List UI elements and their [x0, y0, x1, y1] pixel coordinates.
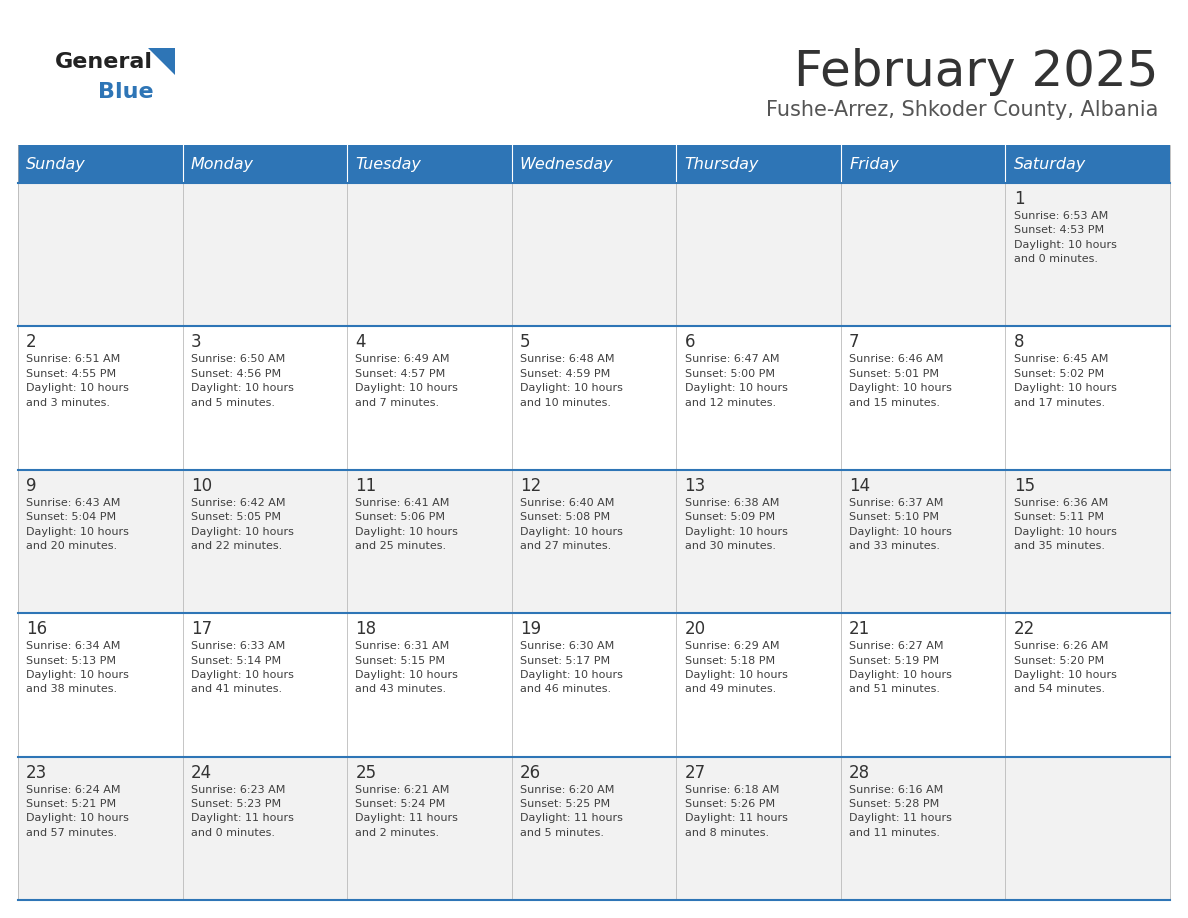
- Text: 6: 6: [684, 333, 695, 352]
- Text: Thursday: Thursday: [684, 156, 759, 172]
- Text: 4: 4: [355, 333, 366, 352]
- Text: Sunrise: 6:43 AM
Sunset: 5:04 PM
Daylight: 10 hours
and 20 minutes.: Sunrise: 6:43 AM Sunset: 5:04 PM Dayligh…: [26, 498, 129, 551]
- Text: 25: 25: [355, 764, 377, 781]
- Text: Sunrise: 6:29 AM
Sunset: 5:18 PM
Daylight: 10 hours
and 49 minutes.: Sunrise: 6:29 AM Sunset: 5:18 PM Dayligh…: [684, 641, 788, 694]
- Text: 8: 8: [1013, 333, 1024, 352]
- Text: 16: 16: [26, 621, 48, 638]
- Text: 20: 20: [684, 621, 706, 638]
- Text: Sunrise: 6:53 AM
Sunset: 4:53 PM
Daylight: 10 hours
and 0 minutes.: Sunrise: 6:53 AM Sunset: 4:53 PM Dayligh…: [1013, 211, 1117, 264]
- Text: 9: 9: [26, 476, 37, 495]
- Bar: [18, 613, 1170, 756]
- Text: Sunrise: 6:48 AM
Sunset: 4:59 PM
Daylight: 10 hours
and 10 minutes.: Sunrise: 6:48 AM Sunset: 4:59 PM Dayligh…: [520, 354, 623, 408]
- Text: Sunrise: 6:38 AM
Sunset: 5:09 PM
Daylight: 10 hours
and 30 minutes.: Sunrise: 6:38 AM Sunset: 5:09 PM Dayligh…: [684, 498, 788, 551]
- Text: Wednesday: Wednesday: [520, 156, 613, 172]
- Bar: [347, 145, 512, 183]
- Bar: [18, 756, 1170, 900]
- Bar: [18, 183, 1170, 327]
- Text: 7: 7: [849, 333, 860, 352]
- Text: 13: 13: [684, 476, 706, 495]
- Text: 17: 17: [191, 621, 211, 638]
- Text: Sunrise: 6:37 AM
Sunset: 5:10 PM
Daylight: 10 hours
and 33 minutes.: Sunrise: 6:37 AM Sunset: 5:10 PM Dayligh…: [849, 498, 952, 551]
- Text: Sunday: Sunday: [26, 156, 86, 172]
- Text: 18: 18: [355, 621, 377, 638]
- Text: Fushe-Arrez, Shkoder County, Albania: Fushe-Arrez, Shkoder County, Albania: [765, 100, 1158, 120]
- Text: General: General: [55, 52, 153, 72]
- Bar: [512, 145, 676, 183]
- Text: 26: 26: [520, 764, 541, 781]
- Bar: [18, 145, 183, 183]
- Bar: [183, 145, 347, 183]
- Text: Sunrise: 6:26 AM
Sunset: 5:20 PM
Daylight: 10 hours
and 54 minutes.: Sunrise: 6:26 AM Sunset: 5:20 PM Dayligh…: [1013, 641, 1117, 694]
- Text: Sunrise: 6:49 AM
Sunset: 4:57 PM
Daylight: 10 hours
and 7 minutes.: Sunrise: 6:49 AM Sunset: 4:57 PM Dayligh…: [355, 354, 459, 408]
- Text: Monday: Monday: [191, 156, 254, 172]
- Text: 5: 5: [520, 333, 531, 352]
- Text: 11: 11: [355, 476, 377, 495]
- Text: 23: 23: [26, 764, 48, 781]
- Text: Sunrise: 6:45 AM
Sunset: 5:02 PM
Daylight: 10 hours
and 17 minutes.: Sunrise: 6:45 AM Sunset: 5:02 PM Dayligh…: [1013, 354, 1117, 408]
- Text: Sunrise: 6:36 AM
Sunset: 5:11 PM
Daylight: 10 hours
and 35 minutes.: Sunrise: 6:36 AM Sunset: 5:11 PM Dayligh…: [1013, 498, 1117, 551]
- Bar: [676, 145, 841, 183]
- Text: Sunrise: 6:18 AM
Sunset: 5:26 PM
Daylight: 11 hours
and 8 minutes.: Sunrise: 6:18 AM Sunset: 5:26 PM Dayligh…: [684, 785, 788, 838]
- Text: February 2025: February 2025: [794, 48, 1158, 96]
- Polygon shape: [148, 48, 175, 75]
- Text: 2: 2: [26, 333, 37, 352]
- Bar: [841, 145, 1005, 183]
- Text: Tuesday: Tuesday: [355, 156, 422, 172]
- Text: 27: 27: [684, 764, 706, 781]
- Bar: [1005, 145, 1170, 183]
- Text: Sunrise: 6:20 AM
Sunset: 5:25 PM
Daylight: 11 hours
and 5 minutes.: Sunrise: 6:20 AM Sunset: 5:25 PM Dayligh…: [520, 785, 623, 838]
- Text: 21: 21: [849, 621, 871, 638]
- Text: Blue: Blue: [97, 82, 153, 102]
- Text: 1: 1: [1013, 190, 1024, 208]
- Text: 15: 15: [1013, 476, 1035, 495]
- Text: Sunrise: 6:27 AM
Sunset: 5:19 PM
Daylight: 10 hours
and 51 minutes.: Sunrise: 6:27 AM Sunset: 5:19 PM Dayligh…: [849, 641, 952, 694]
- Text: 3: 3: [191, 333, 202, 352]
- Text: Sunrise: 6:31 AM
Sunset: 5:15 PM
Daylight: 10 hours
and 43 minutes.: Sunrise: 6:31 AM Sunset: 5:15 PM Dayligh…: [355, 641, 459, 694]
- Bar: [18, 470, 1170, 613]
- Text: Sunrise: 6:50 AM
Sunset: 4:56 PM
Daylight: 10 hours
and 5 minutes.: Sunrise: 6:50 AM Sunset: 4:56 PM Dayligh…: [191, 354, 293, 408]
- Text: Sunrise: 6:34 AM
Sunset: 5:13 PM
Daylight: 10 hours
and 38 minutes.: Sunrise: 6:34 AM Sunset: 5:13 PM Dayligh…: [26, 641, 129, 694]
- Text: 10: 10: [191, 476, 211, 495]
- Text: Sunrise: 6:40 AM
Sunset: 5:08 PM
Daylight: 10 hours
and 27 minutes.: Sunrise: 6:40 AM Sunset: 5:08 PM Dayligh…: [520, 498, 623, 551]
- Text: Friday: Friday: [849, 156, 899, 172]
- Text: Sunrise: 6:30 AM
Sunset: 5:17 PM
Daylight: 10 hours
and 46 minutes.: Sunrise: 6:30 AM Sunset: 5:17 PM Dayligh…: [520, 641, 623, 694]
- Text: 22: 22: [1013, 621, 1035, 638]
- Text: Sunrise: 6:24 AM
Sunset: 5:21 PM
Daylight: 10 hours
and 57 minutes.: Sunrise: 6:24 AM Sunset: 5:21 PM Dayligh…: [26, 785, 129, 838]
- Text: Sunrise: 6:51 AM
Sunset: 4:55 PM
Daylight: 10 hours
and 3 minutes.: Sunrise: 6:51 AM Sunset: 4:55 PM Dayligh…: [26, 354, 129, 408]
- Text: 28: 28: [849, 764, 871, 781]
- Text: Sunrise: 6:46 AM
Sunset: 5:01 PM
Daylight: 10 hours
and 15 minutes.: Sunrise: 6:46 AM Sunset: 5:01 PM Dayligh…: [849, 354, 952, 408]
- Text: Sunrise: 6:47 AM
Sunset: 5:00 PM
Daylight: 10 hours
and 12 minutes.: Sunrise: 6:47 AM Sunset: 5:00 PM Dayligh…: [684, 354, 788, 408]
- Text: Sunrise: 6:33 AM
Sunset: 5:14 PM
Daylight: 10 hours
and 41 minutes.: Sunrise: 6:33 AM Sunset: 5:14 PM Dayligh…: [191, 641, 293, 694]
- Text: Sunrise: 6:23 AM
Sunset: 5:23 PM
Daylight: 11 hours
and 0 minutes.: Sunrise: 6:23 AM Sunset: 5:23 PM Dayligh…: [191, 785, 293, 838]
- Text: Sunrise: 6:21 AM
Sunset: 5:24 PM
Daylight: 11 hours
and 2 minutes.: Sunrise: 6:21 AM Sunset: 5:24 PM Dayligh…: [355, 785, 459, 838]
- Text: 14: 14: [849, 476, 871, 495]
- Text: 12: 12: [520, 476, 542, 495]
- Text: Saturday: Saturday: [1013, 156, 1086, 172]
- Bar: [18, 327, 1170, 470]
- Text: Sunrise: 6:41 AM
Sunset: 5:06 PM
Daylight: 10 hours
and 25 minutes.: Sunrise: 6:41 AM Sunset: 5:06 PM Dayligh…: [355, 498, 459, 551]
- Text: 19: 19: [520, 621, 541, 638]
- Text: 24: 24: [191, 764, 211, 781]
- Text: Sunrise: 6:42 AM
Sunset: 5:05 PM
Daylight: 10 hours
and 22 minutes.: Sunrise: 6:42 AM Sunset: 5:05 PM Dayligh…: [191, 498, 293, 551]
- Text: Sunrise: 6:16 AM
Sunset: 5:28 PM
Daylight: 11 hours
and 11 minutes.: Sunrise: 6:16 AM Sunset: 5:28 PM Dayligh…: [849, 785, 952, 838]
